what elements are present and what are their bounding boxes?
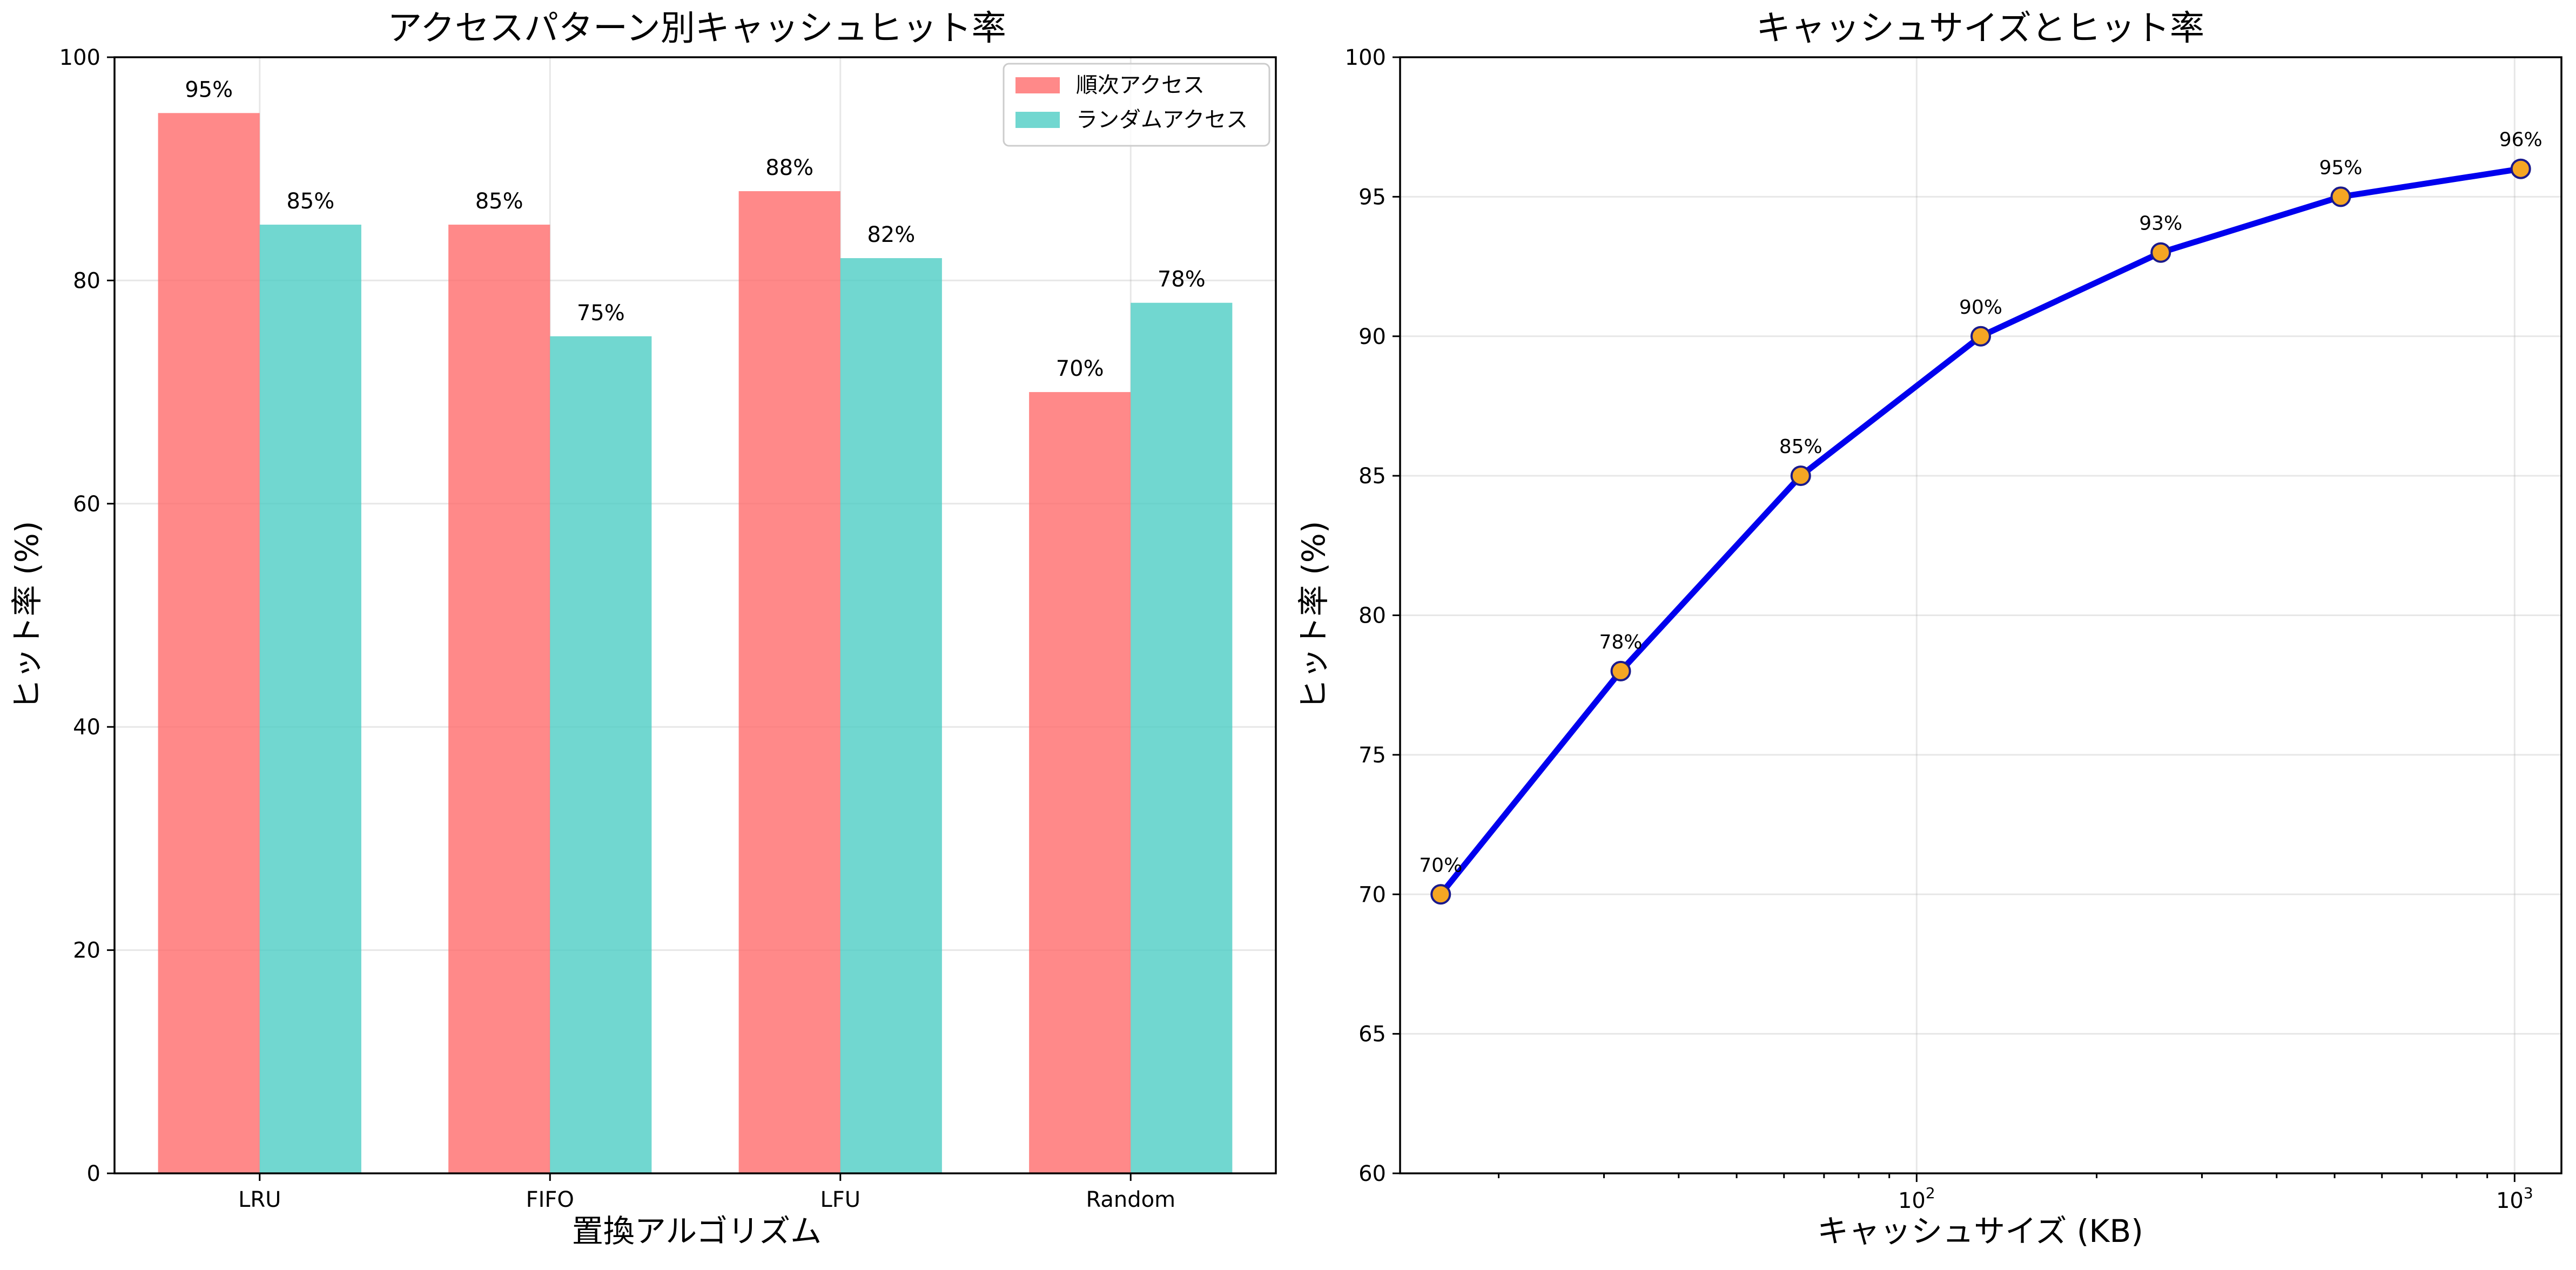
- data-point-label: 95%: [2319, 157, 2362, 179]
- data-point-label: 93%: [2139, 213, 2182, 235]
- bar-value-label: 95%: [185, 77, 233, 102]
- bar-fifo-sequential: [448, 225, 550, 1173]
- left-x-tick-label: Random: [1086, 1187, 1175, 1212]
- left-bar-chart: アクセスパターン別キャッシュヒット率 置換アルゴリズム ヒット率 (%) 95%…: [9, 9, 1277, 1249]
- left-x-tick-label: LRU: [238, 1187, 281, 1212]
- bar-value-label: 70%: [1056, 356, 1104, 381]
- bar-value-label: 78%: [1158, 267, 1206, 292]
- legend-label: ランダムアクセス: [1076, 107, 1248, 132]
- bar-fifo-random: [550, 336, 652, 1173]
- legend-label: 順次アクセス: [1076, 73, 1205, 98]
- bar-value-label: 75%: [577, 301, 625, 326]
- data-point-label: 90%: [1959, 296, 2002, 319]
- right-line-chart: キャッシュサイズとヒット率 キャッシュサイズ (KB) ヒット率 (%) 70%…: [1295, 9, 2562, 1249]
- right-y-tick-label: 100: [1345, 45, 1386, 70]
- right-y-tick-label: 70: [1358, 882, 1386, 907]
- bar-lru-random: [259, 225, 361, 1173]
- data-point-marker: [1610, 660, 1631, 681]
- left-y-axis-label: ヒット率 (%): [9, 521, 45, 711]
- left-y-tick-label: 80: [73, 268, 100, 293]
- right-y-tick-label: 90: [1358, 325, 1386, 349]
- bar-random-random: [1131, 302, 1233, 1173]
- tick-exponent: 3: [2524, 1184, 2533, 1202]
- right-y-tick-label: 95: [1358, 185, 1386, 210]
- left-plot-frame: [113, 56, 1277, 1174]
- data-point-marker: [1790, 465, 1811, 487]
- right-y-tick-label: 80: [1358, 604, 1386, 629]
- left-y-tick-label: 60: [73, 492, 100, 517]
- bar-value-label: 82%: [867, 222, 915, 247]
- left-y-tick-label: 100: [59, 45, 100, 70]
- right-x-tick-label: 103: [2496, 1184, 2533, 1213]
- data-point-marker: [2510, 158, 2531, 179]
- tick-base: 10: [1898, 1188, 1926, 1213]
- bar-random-sequential: [1029, 392, 1131, 1173]
- legend-swatch-sequential: [1015, 77, 1060, 93]
- data-point-marker: [2150, 242, 2171, 263]
- bar-value-label: 85%: [286, 189, 334, 214]
- hit-rate-line: [1437, 166, 2524, 897]
- data-point-label: 78%: [1599, 631, 1643, 653]
- data-point-marker: [1430, 884, 1451, 905]
- right-x-axis-label: キャッシュサイズ (KB): [1817, 1213, 2143, 1249]
- right-chart-title: キャッシュサイズとヒット率: [1756, 9, 2204, 49]
- data-point-marker: [2330, 186, 2351, 207]
- bar-lru-sequential: [158, 113, 260, 1174]
- tick-base: 10: [2496, 1188, 2524, 1213]
- right-y-tick-label: 85: [1358, 464, 1386, 489]
- right-x-tick-label: 102: [1898, 1184, 1935, 1213]
- legend-swatch-random: [1015, 112, 1060, 128]
- data-point-label: 96%: [2499, 129, 2543, 151]
- right-y-tick-label: 65: [1358, 1022, 1386, 1047]
- data-point-label: 70%: [1419, 854, 1462, 876]
- right-y-axis-label: ヒット率 (%): [1295, 521, 1332, 711]
- tick-exponent: 2: [1926, 1184, 1935, 1202]
- left-y-tick-label: 0: [87, 1161, 100, 1186]
- left-y-tick-label: 20: [73, 938, 100, 963]
- right-grid: [1400, 56, 2561, 1174]
- bar-lfu-sequential: [738, 191, 840, 1173]
- legend-box: [1003, 63, 1270, 147]
- bar-value-label: 88%: [765, 156, 813, 180]
- data-point-label: 85%: [1779, 436, 1822, 458]
- data-point-marker: [1970, 326, 1991, 347]
- left-x-tick-label: FIFO: [526, 1187, 574, 1212]
- right-y-tick-label: 75: [1358, 743, 1386, 768]
- right-y-tick-label: 60: [1358, 1161, 1386, 1186]
- left-y-tick-label: 40: [73, 715, 100, 740]
- left-chart-title: アクセスパターン別キャッシュヒット率: [387, 9, 1006, 49]
- bar-value-label: 85%: [475, 189, 523, 214]
- left-x-tick-label: LFU: [820, 1187, 860, 1212]
- bar-lfu-random: [840, 258, 942, 1173]
- left-x-axis-label: 置換アルゴリズム: [572, 1213, 822, 1249]
